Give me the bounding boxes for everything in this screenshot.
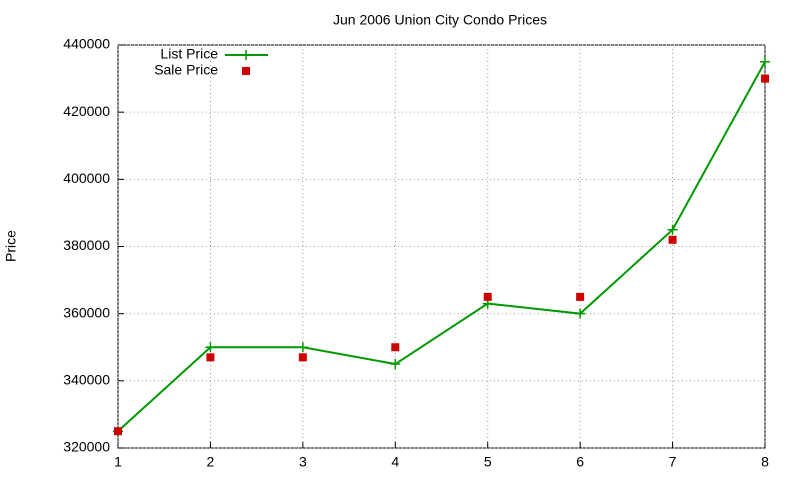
data-point xyxy=(298,353,307,362)
data-point xyxy=(576,292,585,301)
x-tick-label: 3 xyxy=(299,454,307,470)
legend-label: Sale Price xyxy=(154,62,218,78)
data-point xyxy=(114,427,122,436)
x-tick-label: 2 xyxy=(207,454,215,470)
data-point xyxy=(390,359,401,370)
y-tick-label: 360000 xyxy=(63,304,110,320)
x-tick-label: 5 xyxy=(484,454,492,470)
y-tick-label: 320000 xyxy=(63,439,110,455)
y-tick-label: 420000 xyxy=(63,103,110,119)
legend-marker xyxy=(242,67,250,75)
y-tick-label: 340000 xyxy=(63,372,110,388)
chart-title: Jun 2006 Union City Condo Prices xyxy=(333,12,547,28)
data-point xyxy=(483,292,492,301)
y-tick-label: 400000 xyxy=(63,170,110,186)
data-point xyxy=(206,353,215,362)
data-point xyxy=(760,56,770,67)
plot-frame xyxy=(117,44,766,449)
data-point xyxy=(761,74,769,83)
x-tick-label: 8 xyxy=(761,454,769,470)
data-point xyxy=(668,235,677,244)
series-line xyxy=(117,61,766,432)
y-tick-label: 380000 xyxy=(63,237,110,253)
x-tick-label: 4 xyxy=(391,454,399,470)
y-axis-label: Price xyxy=(3,230,19,262)
data-point xyxy=(575,308,586,319)
legend-marker xyxy=(241,50,251,60)
x-tick-label: 1 xyxy=(114,454,122,470)
y-tick-label: 440000 xyxy=(63,36,110,52)
x-tick-label: 6 xyxy=(576,454,584,470)
data-point xyxy=(391,343,400,352)
data-point xyxy=(205,342,216,353)
data-point xyxy=(297,342,308,353)
legend-label: List Price xyxy=(160,46,218,62)
x-tick-label: 7 xyxy=(669,454,677,470)
data-point xyxy=(667,224,678,235)
